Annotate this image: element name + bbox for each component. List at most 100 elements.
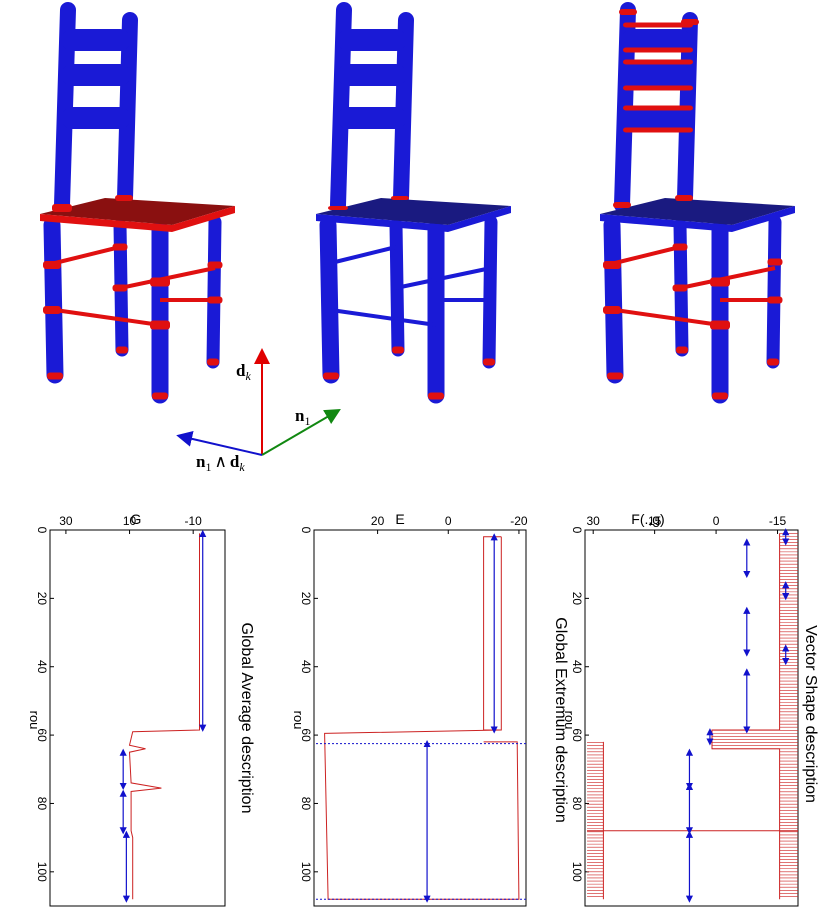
xtick-label: 40: [35, 660, 49, 674]
plot-vector-shape: F(.,g) Vector Shape description rou -15 0…: [562, 511, 819, 907]
seat-edge: [316, 214, 448, 232]
plot1-ylabel: F(.,g): [631, 511, 664, 527]
slat-band: [623, 47, 693, 53]
ytick-label: 15: [648, 514, 662, 528]
stretcher: [330, 245, 397, 265]
ytick-label: -20: [510, 514, 528, 528]
band: [112, 243, 128, 251]
ytick-label: -15: [769, 514, 787, 528]
band: [328, 206, 348, 210]
seat-edge: [172, 206, 235, 232]
axis-n1-wedge-dk-arrow: [176, 431, 263, 456]
ytick-label: 0: [713, 514, 720, 528]
ytick-label: 20: [371, 514, 385, 528]
inner-envelope: [711, 533, 781, 900]
seat-edge: [600, 214, 732, 232]
seat: [600, 198, 795, 225]
xtick-label: 20: [35, 592, 49, 606]
chair-original: [40, 2, 235, 404]
stretcher: [614, 245, 681, 265]
extremum-line: [324, 729, 520, 900]
xtick-label: 60: [299, 728, 313, 742]
band: [672, 243, 688, 251]
axis-dk-label: dk: [236, 361, 251, 383]
chair-segmented: [600, 2, 795, 404]
back-slat: [338, 107, 406, 129]
ytick-label: 30: [587, 514, 601, 528]
xtick-label: 100: [35, 862, 49, 882]
band: [672, 284, 688, 292]
xtick-label: 40: [299, 660, 313, 674]
foot-cap: [392, 346, 404, 354]
foot-cap: [767, 358, 779, 366]
plot-global-extremum: E Global Extremum description rou -20 0 20…: [291, 511, 569, 907]
xtick-label: 100: [299, 862, 313, 882]
band: [112, 284, 128, 292]
stretcher: [54, 245, 121, 265]
foot-cap: [712, 392, 728, 400]
slat-band: [623, 59, 693, 65]
stretcher: [614, 308, 721, 327]
plot3-ylabel: G: [131, 511, 142, 527]
back-post-right: [393, 12, 414, 206]
foot-cap: [323, 372, 339, 380]
ytick-label: 10: [123, 514, 137, 528]
chair-extremum: [316, 2, 511, 404]
extremum-line: [483, 536, 502, 731]
plot3-frame: [49, 529, 226, 907]
rear-leg-left: [206, 215, 222, 369]
foot-cap: [483, 358, 495, 366]
rear-leg-left: [766, 215, 782, 369]
xtick-label: 80: [299, 797, 313, 811]
stretcher: [54, 308, 161, 327]
foot-cap: [152, 392, 168, 400]
back-slat: [338, 29, 406, 51]
plot2-frame: [313, 529, 527, 907]
front-leg-left: [43, 216, 64, 384]
band: [710, 320, 730, 330]
ytick-label: 0: [445, 514, 452, 528]
rear-leg-left: [482, 215, 498, 369]
plot3-xlabel: rou: [27, 711, 42, 730]
band: [619, 9, 637, 15]
band: [603, 261, 621, 269]
band: [43, 261, 61, 269]
ytick-label: -10: [185, 514, 203, 528]
band: [115, 195, 133, 201]
back-slat: [62, 107, 130, 129]
axis-triad: dk n1 n1 ∧ dk: [176, 348, 341, 474]
average-line: [128, 533, 200, 900]
stretcher: [330, 308, 437, 327]
seat-edge: [448, 206, 511, 232]
seat-edge: [40, 214, 172, 232]
xtick-label: 0: [570, 527, 584, 534]
axis-n1-wedge-dk-label: n1 ∧ dk: [196, 452, 245, 474]
back-slat: [62, 64, 130, 86]
band: [150, 320, 170, 330]
foot-cap: [47, 372, 63, 380]
band: [767, 296, 783, 304]
plot3-title: Global Average description: [238, 623, 255, 814]
plot1-frame: [584, 529, 799, 907]
ytick-label: 30: [59, 514, 73, 528]
band: [43, 306, 61, 314]
xtick-label: 80: [570, 797, 584, 811]
band: [613, 202, 631, 208]
back-slat: [622, 64, 690, 86]
band: [150, 277, 170, 287]
band: [207, 296, 223, 304]
foot-cap: [116, 346, 128, 354]
slat-band: [623, 22, 693, 28]
front-leg-left: [319, 216, 340, 384]
xtick-label: 20: [570, 592, 584, 606]
foot-cap: [207, 358, 219, 366]
slat-band: [623, 127, 693, 133]
slat-band: [623, 85, 693, 91]
band: [767, 258, 783, 266]
back-slat: [338, 64, 406, 86]
xtick-label: 20: [299, 592, 313, 606]
xtick-label: 0: [299, 527, 313, 534]
band: [391, 196, 409, 200]
foot-cap: [428, 392, 444, 400]
plot1-xlabel: rou: [562, 711, 577, 730]
